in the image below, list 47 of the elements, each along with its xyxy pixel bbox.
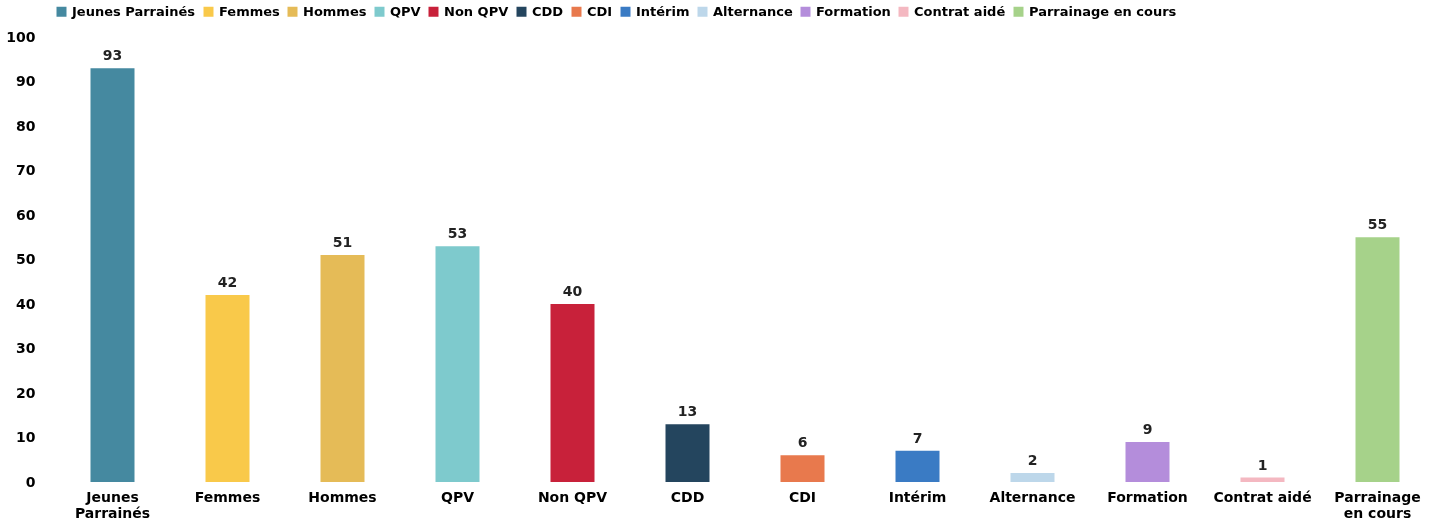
y-tick-label: 30 — [16, 340, 36, 356]
data-label: 40 — [562, 283, 583, 299]
y-tick-label: 20 — [16, 384, 36, 401]
y-tick-label: 10 — [16, 429, 36, 445]
x-tick-label: Formation — [1107, 488, 1188, 505]
legend-label: CDI — [587, 3, 613, 19]
data-label: 6 — [797, 434, 808, 451]
data-label: 1 — [1257, 456, 1268, 473]
y-tick-label: 60 — [16, 206, 36, 223]
legend-label: Hommes — [303, 3, 367, 19]
legend-label: CDD — [532, 3, 564, 19]
x-tick-label: Parrainage en cours — [1334, 488, 1421, 521]
y-tick-label: 50 — [16, 251, 36, 267]
x-tick-label: QPV — [441, 488, 475, 505]
legend-label: Contrat aidé — [914, 3, 1006, 19]
legend-label: Alternance — [713, 3, 793, 19]
x-tick-label: Hommes — [308, 488, 377, 505]
x-tick-label: Non QPV — [537, 488, 608, 505]
x-tick-label: Femmes — [194, 488, 261, 505]
legend-label: Femmes — [219, 3, 281, 19]
data-label: 13 — [677, 403, 698, 420]
legend-label: Jeunes Parrainés — [71, 3, 196, 19]
x-tick-label: CDI — [788, 488, 817, 505]
x-tick-label: Jeunes Parrainés — [74, 488, 151, 521]
x-tick-label: Contrat aidé — [1213, 488, 1312, 505]
data-label: 7 — [912, 429, 923, 446]
y-tick-label: 0 — [25, 473, 36, 490]
y-tick-label: 40 — [16, 295, 36, 312]
data-label: 53 — [447, 225, 468, 242]
data-label: 55 — [1367, 216, 1388, 233]
data-label: 51 — [332, 234, 353, 251]
x-tick-label: CDD — [670, 488, 705, 505]
data-label: 2 — [1027, 452, 1038, 469]
y-tick-label: 100 — [6, 28, 36, 45]
x-tick-label: Intérim — [888, 488, 947, 505]
y-tick-label: 80 — [16, 117, 36, 134]
data-label: 93 — [102, 47, 123, 64]
y-tick-label: 90 — [16, 73, 36, 89]
legend-label: Intérim — [636, 3, 690, 19]
legend-label: QPV — [390, 3, 421, 19]
x-tick-label: Alternance — [989, 488, 1076, 505]
data-label: 9 — [1142, 420, 1153, 437]
legend-label: Parrainage en cours — [1029, 3, 1177, 19]
legend-label: Non QPV — [444, 3, 509, 19]
data-label: 42 — [217, 274, 238, 291]
y-tick-label: 70 — [16, 162, 36, 178]
legend-label: Formation — [816, 3, 891, 19]
